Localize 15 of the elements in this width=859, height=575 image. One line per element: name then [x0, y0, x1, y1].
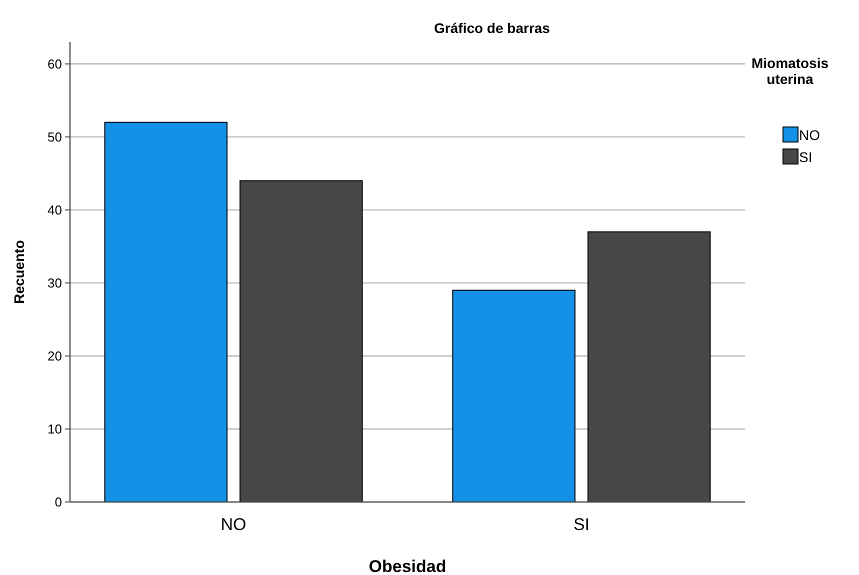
x-axis-title: Obesidad — [368, 557, 446, 575]
legend-label: SI — [799, 148, 812, 165]
y-tick-label: 60 — [48, 56, 62, 72]
bar — [452, 290, 576, 502]
y-tick-label: 30 — [48, 276, 62, 290]
bar — [104, 122, 228, 502]
chart-title: Gráfico de barras — [434, 20, 550, 36]
y-tick-label: 20 — [48, 348, 62, 364]
y-tick-label: 50 — [48, 129, 62, 144]
legend-title: Miomatosis uterina — [751, 55, 829, 87]
legend-label: NO — [799, 126, 820, 143]
y-axis-title: Recuento — [11, 240, 27, 304]
y-tick-label: 40 — [48, 202, 62, 218]
y-tick-label: 0 — [54, 494, 62, 510]
y-tick-label: 10 — [48, 422, 62, 437]
